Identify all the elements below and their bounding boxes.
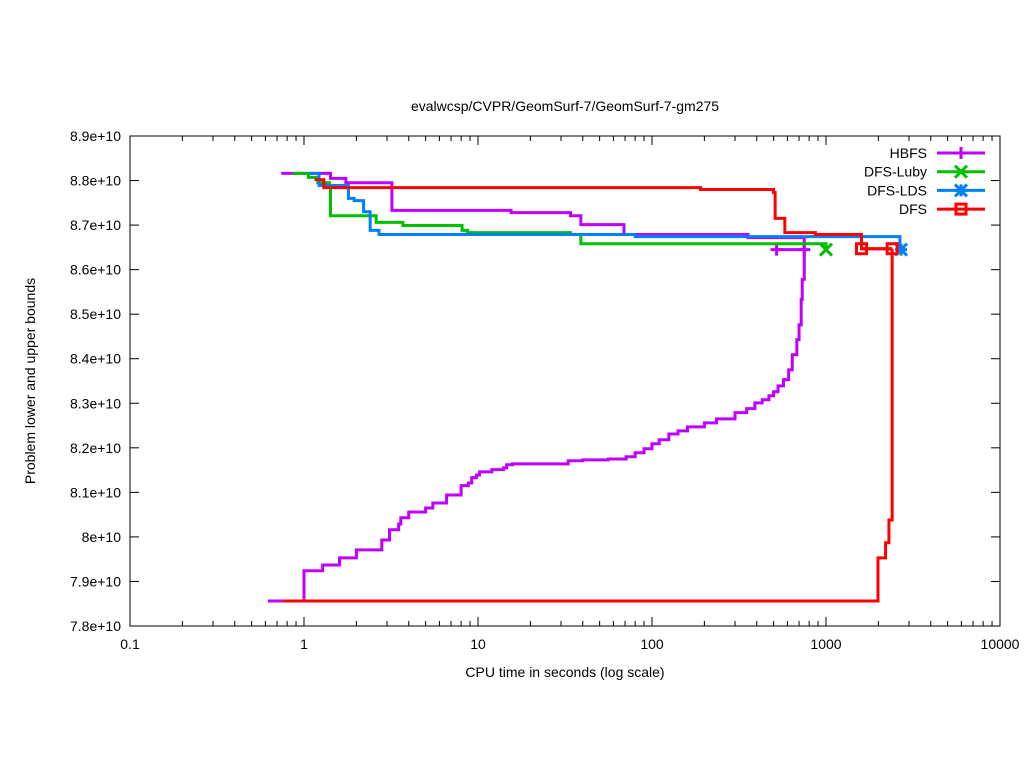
legend-label: HBFS [890, 145, 927, 161]
legend-label: DFS-Luby [864, 164, 927, 180]
star-marker [893, 242, 909, 257]
x-axis-label: CPU time in seconds (log scale) [465, 664, 664, 680]
legend-label: DFS [899, 201, 927, 217]
square-marker [954, 202, 968, 216]
x-tick-label: 10000 [981, 636, 1020, 652]
lower-bound-line [283, 248, 894, 603]
x-tick-label: 10 [470, 636, 486, 652]
series-hbfs [267, 171, 811, 603]
y-tick-label: 8.9e+10 [70, 128, 121, 144]
y-tick-label: 8e+10 [82, 529, 122, 545]
lower-bound-line [267, 249, 806, 603]
x-tick-label: 1 [300, 636, 308, 652]
square-marker [885, 242, 899, 256]
y-tick-label: 8.1e+10 [70, 484, 121, 500]
star-marker [953, 183, 969, 198]
upper-bound-line [309, 171, 902, 250]
square-marker [855, 242, 869, 256]
upper-bound-line [281, 171, 806, 250]
plus-marker [798, 243, 811, 256]
y-tick-label: 8.7e+10 [70, 217, 121, 233]
cross-marker [818, 242, 834, 257]
y-tick-label: 7.9e+10 [70, 573, 121, 589]
plus-marker [770, 243, 783, 256]
cross-marker [953, 164, 969, 179]
plus-marker [955, 147, 967, 159]
series-layer [267, 171, 909, 603]
y-tick-label: 8.5e+10 [70, 306, 121, 322]
legend-label: DFS-LDS [867, 182, 927, 198]
x-axis: 0.1 1 10 100 1000 10000 [120, 136, 1020, 652]
series-dfs-lds [309, 171, 909, 257]
y-tick-label: 8.4e+10 [70, 351, 121, 367]
plot-frame [129, 135, 1001, 627]
x-tick-label: 1000 [810, 636, 841, 652]
y-tick-label: 8.8e+10 [70, 173, 121, 189]
x-tick-label: 0.1 [120, 636, 140, 652]
y-tick-label: 8.2e+10 [70, 440, 121, 456]
y-tick-label: 8.6e+10 [70, 262, 121, 278]
y-tick-label: 7.8e+10 [70, 618, 121, 634]
series-dfs [283, 178, 899, 603]
chart-title: evalwcsp/CVPR/GeomSurf-7/GeomSurf-7-gm27… [411, 98, 719, 114]
legend: HBFS DFS-Luby DFS-LDS DFS [864, 145, 985, 217]
y-axis: 7.8e+10 7.9e+10 8e+10 8.1e+10 8.2e+10 8.3e+10… [70, 128, 1000, 634]
upper-bound-line [314, 178, 893, 251]
series-dfs-luby [292, 171, 834, 257]
y-axis-label: Problem lower and upper bounds [22, 278, 38, 484]
x-tick-label: 100 [640, 636, 664, 652]
y-tick-label: 8.3e+10 [70, 395, 121, 411]
